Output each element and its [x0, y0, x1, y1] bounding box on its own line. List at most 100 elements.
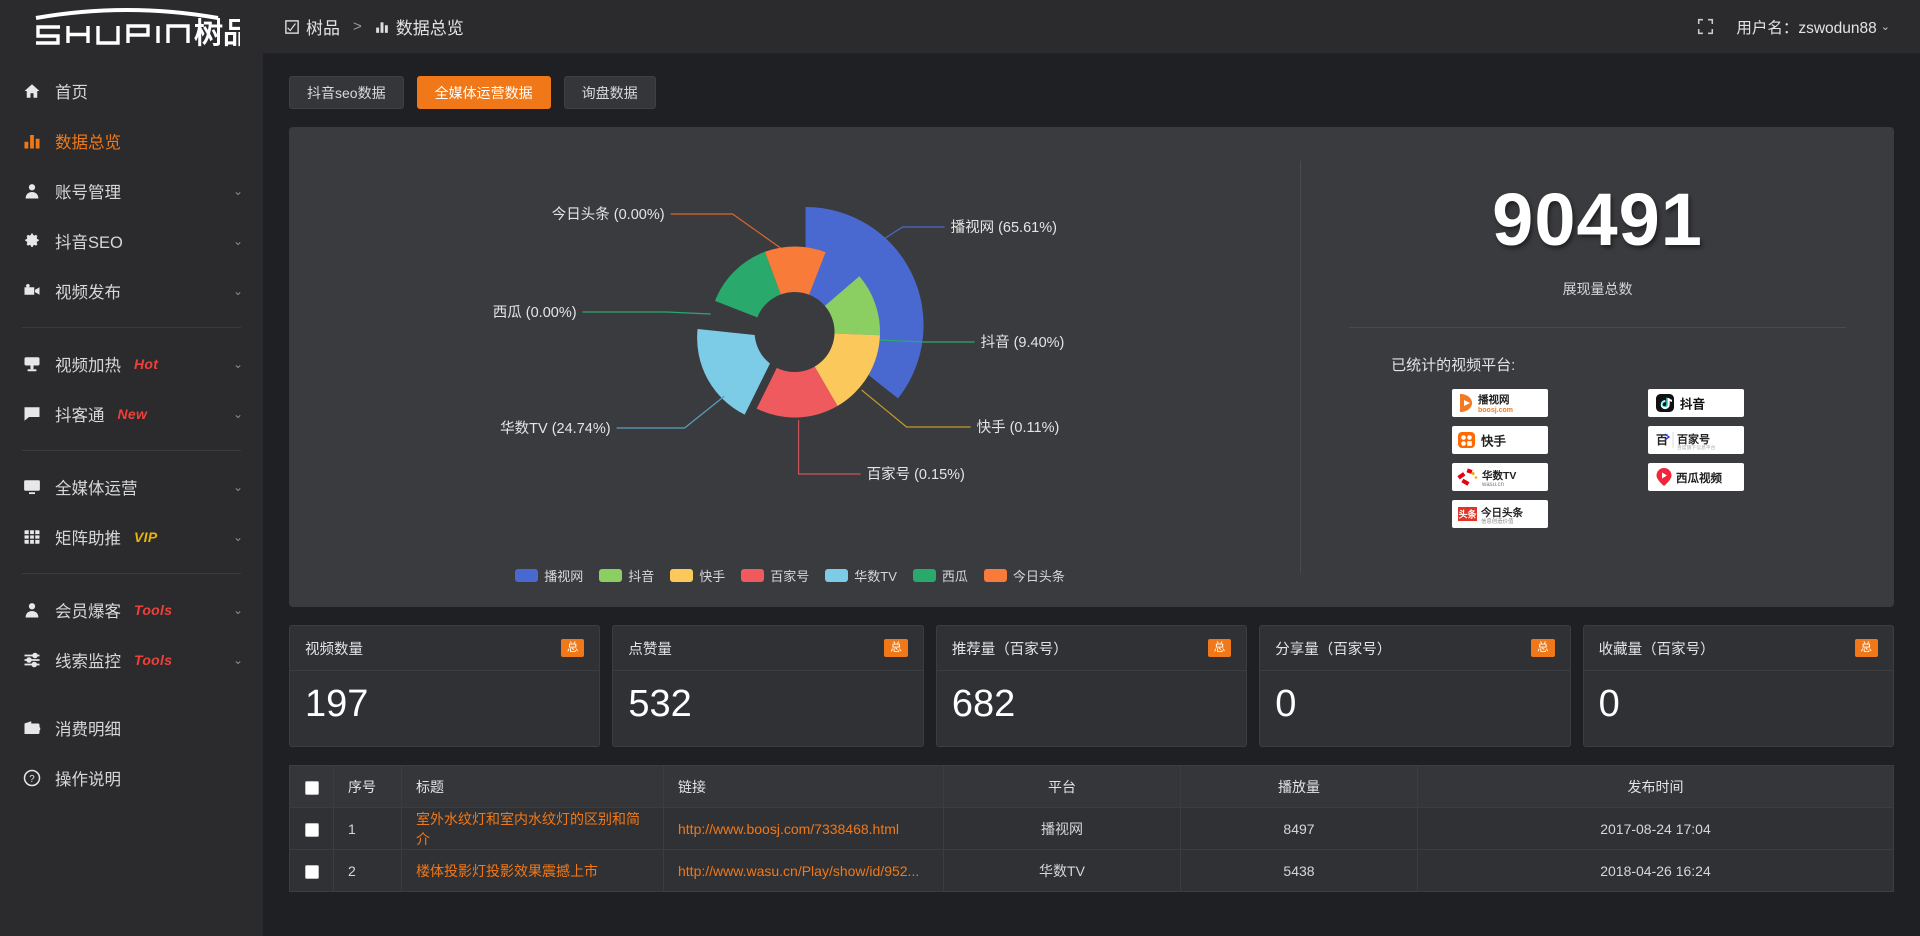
stat-card-value: 197 [305, 683, 369, 725]
brand-logo[interactable]: 树品 [0, 0, 263, 54]
summary-panel: 90491 展现量总数 已统计的视频平台: 播视网 boosj.com [1301, 127, 1894, 607]
row-select-cell [289, 807, 334, 850]
tab-omnimedia-ops-data[interactable]: 全媒体运营数据 [416, 76, 551, 109]
sidebar-item-douketong[interactable]: 抖客通 New ⌄ [0, 389, 263, 439]
stat-card-title: 视频数量 [305, 641, 363, 658]
fullscreen-icon[interactable] [1697, 18, 1714, 35]
sidebar-item-label: 抖音SEO [55, 234, 123, 252]
sidebar-item-matrix-boost[interactable]: 矩阵助推 VIP ⌄ [0, 512, 263, 562]
tab-inquiry-data[interactable]: 询盘数据 [563, 76, 656, 109]
sidebar-item-label: 数据总览 [55, 134, 121, 152]
row-publish-time: 2018-04-26 16:24 [1417, 849, 1894, 892]
pie-slice-jinritoutiao[interactable] [764, 246, 826, 332]
table-row[interactable]: 2 楼体投影灯投影效果震撼上市 http://www.wasu.cn/Play/… [289, 849, 1894, 892]
row-url-link[interactable]: http://www.wasu.cn/Play/show/id/952... [678, 862, 920, 879]
sidebar-item-douyin-seo[interactable]: 抖音SEO ⌄ [0, 216, 263, 266]
sidebar-item-home[interactable]: 首页 [0, 66, 263, 116]
sidebar-item-tag: Tools [134, 602, 173, 618]
sidebar-item-label: 矩阵助推 [55, 530, 121, 548]
table-header-title[interactable]: 标题 [401, 765, 664, 808]
stat-card-value: 0 [1275, 683, 1297, 725]
chevron-down-icon: ⌄ [232, 407, 243, 421]
legend-item[interactable]: 西瓜 [912, 566, 968, 585]
legend-item[interactable]: 百家号 [741, 566, 809, 585]
legend-item[interactable]: 抖音 [599, 566, 654, 585]
chevron-down-icon: ⌄ [232, 184, 243, 198]
row-checkbox[interactable] [304, 864, 319, 879]
row-title-link[interactable]: 室外水纹灯和室内水纹灯的区别和简介 [416, 810, 640, 847]
row-select-cell [289, 849, 334, 892]
huashutv-logo-icon: 华数TV wasu.cn [1456, 468, 1516, 488]
legend-label: 今日头条 [1012, 569, 1065, 584]
row-platform: 华数TV [943, 849, 1181, 892]
chevron-down-icon: ⌄ [1880, 21, 1890, 33]
chart-legend: 播视网 抖音 快手 百家号 [289, 566, 1300, 585]
wallet-icon [22, 718, 42, 738]
douyin-logo-icon: 抖音 [1655, 394, 1705, 412]
platform-logo-huashutv[interactable]: 华数TV wasu.cn [1451, 463, 1548, 491]
pie-center-hole [754, 292, 835, 372]
legend-label: 抖音 [628, 569, 655, 584]
stat-card-recommendations: 推荐量（百家号） 总 682 [935, 625, 1248, 747]
sidebar-item-instructions[interactable]: ? 操作说明 [0, 753, 263, 803]
table-header-plays[interactable]: 播放量 [1180, 765, 1418, 808]
table-header-index[interactable]: 序号 [333, 765, 402, 808]
sidebar-item-video-publish[interactable]: 视频发布 ⌄ [0, 266, 263, 316]
platform-share-pie-chart[interactable]: 播视网 (65.61%) 抖音 (9.40%) 快手 (0.11%) 百家号 (… [289, 127, 1300, 607]
panel-divider [1300, 161, 1302, 573]
legend-swatch [599, 569, 623, 582]
main-area: 树品 > 数据总览 用户名：zswodun88 [263, 0, 1920, 936]
platform-logo-boshiwang[interactable]: 播视网 boosj.com [1451, 389, 1548, 417]
breadcrumb-item-current[interactable]: 数据总览 [375, 14, 464, 39]
svg-text:百家号: 百家号 [1677, 432, 1710, 446]
gear-icon [22, 231, 42, 251]
platform-logo-kuaishou[interactable]: 快手 [1451, 426, 1548, 454]
bar-chart-icon [375, 20, 389, 34]
sidebar-item-consumption-detail[interactable]: 消费明细 [0, 703, 263, 753]
chat-icon [22, 404, 42, 424]
breadcrumb-item-root[interactable]: 树品 [285, 14, 340, 39]
svg-text:百度旗下信息平台: 百度旗下信息平台 [1677, 444, 1716, 451]
table-header-platform[interactable]: 平台 [943, 765, 1181, 808]
user-menu[interactable]: 用户名：zswodun88 ⌄ [1736, 16, 1890, 38]
topbar-actions: 用户名：zswodun88 ⌄ [1697, 16, 1890, 38]
stat-card-title: 推荐量（百家号） [951, 641, 1068, 658]
legend-swatch [825, 569, 849, 582]
legend-label: 华数TV [854, 569, 897, 584]
legend-item[interactable]: 播视网 [515, 566, 583, 585]
tab-douyin-seo-data[interactable]: 抖音seo数据 [289, 76, 404, 109]
chevron-down-icon: ⌄ [232, 603, 243, 617]
stat-card-header: 推荐量（百家号） 总 [936, 626, 1247, 671]
table-row[interactable]: 1 室外水纹灯和室内水纹灯的区别和简介 http://www.boosj.com… [289, 807, 1894, 850]
legend-item[interactable]: 快手 [670, 566, 725, 585]
sidebar-item-member-growth[interactable]: 会员爆客 Tools ⌄ [0, 585, 263, 635]
sidebar-item-lead-monitor[interactable]: 线索监控 Tools ⌄ [0, 635, 263, 685]
select-all-checkbox[interactable] [304, 780, 319, 795]
row-checkbox[interactable] [304, 822, 319, 837]
app-icon [285, 19, 299, 34]
svg-text:wasu.cn: wasu.cn [1481, 482, 1504, 488]
platform-logo-jinritoutiao[interactable]: 头条 今日头条 信息创造价值 [1451, 500, 1548, 528]
video-upload-icon [22, 281, 42, 301]
platforms-title: 已统计的视频平台: [1391, 357, 1516, 374]
table-header-select-all [289, 765, 334, 808]
platform-logo-xiguavideo[interactable]: 西瓜视频 [1647, 463, 1744, 491]
sidebar-item-omnimedia-ops[interactable]: 全媒体运营 ⌄ [0, 462, 263, 512]
legend-item[interactable]: 今日头条 [983, 566, 1065, 585]
sidebar-item-data-overview[interactable]: 数据总览 [0, 116, 263, 166]
legend-swatch [670, 569, 694, 582]
chevron-down-icon: ⌄ [232, 530, 243, 544]
platform-logo-baijiahao[interactable]: 百 百家号 百度旗下信息平台 [1647, 426, 1744, 454]
table-header-publish-time[interactable]: 发布时间 [1417, 765, 1894, 808]
table-header-link[interactable]: 链接 [663, 765, 944, 808]
user-icon [22, 600, 42, 620]
row-title-link[interactable]: 楼体投影灯投影效果震撼上市 [416, 862, 598, 879]
platform-logo-douyin[interactable]: 抖音 [1647, 389, 1744, 417]
svg-text:西瓜视频: 西瓜视频 [1676, 471, 1722, 485]
sidebar-item-video-boost[interactable]: 视频加热 Hot ⌄ [0, 339, 263, 389]
row-title: 楼体投影灯投影效果震撼上市 [401, 849, 664, 892]
legend-item[interactable]: 华数TV [825, 566, 897, 585]
row-url-link[interactable]: http://www.boosj.com/7338468.html [678, 820, 900, 837]
sidebar-item-account-management[interactable]: 账号管理 ⌄ [0, 166, 263, 216]
pie-slice-baijiahao[interactable] [756, 332, 838, 418]
